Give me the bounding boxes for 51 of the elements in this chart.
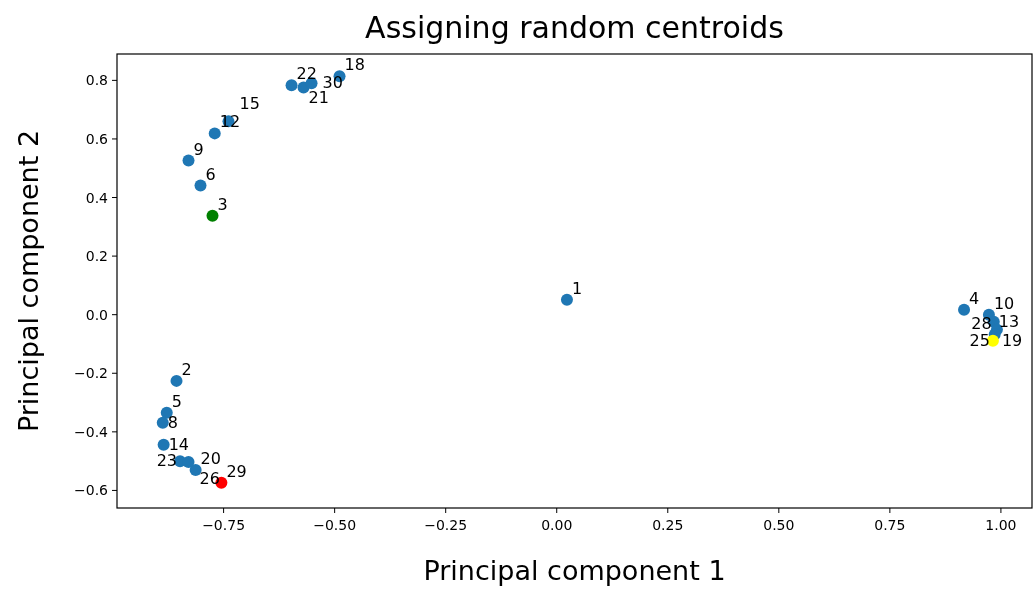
- x-tick-label: −0.25: [424, 517, 468, 533]
- x-tick-label: 1.00: [985, 517, 1017, 533]
- point: [285, 79, 298, 92]
- point: [156, 416, 169, 429]
- x-tick-label: 0.50: [763, 517, 795, 533]
- annotation: 28: [971, 313, 992, 333]
- annotation: 29: [226, 461, 247, 481]
- annotation: 5: [171, 391, 182, 411]
- point: [560, 293, 573, 306]
- y-axis-title: Principal component 2: [13, 129, 44, 433]
- y-tick-label: 0.8: [85, 72, 108, 89]
- annotation: 4: [969, 288, 980, 308]
- point: [208, 127, 221, 140]
- point: [958, 303, 971, 316]
- annotation: 22: [296, 64, 317, 84]
- annotation: 10: [993, 293, 1015, 313]
- point: [189, 463, 202, 476]
- annotation: 13: [998, 311, 1020, 331]
- annotation: 21: [308, 88, 329, 108]
- annotation: 19: [1001, 330, 1023, 350]
- annotation: 14: [168, 434, 189, 454]
- y-tick-label: −0.2: [74, 365, 108, 382]
- point: [157, 438, 170, 451]
- x-tick-label: 0.25: [652, 517, 684, 533]
- point: [206, 209, 219, 222]
- annotation: 3: [217, 194, 228, 214]
- y-tick-label: −0.6: [74, 482, 109, 499]
- annotation: 2: [181, 359, 192, 379]
- x-tick-label: −0.50: [313, 517, 357, 533]
- annotation: 20: [200, 448, 221, 468]
- annotation: 6: [205, 164, 216, 184]
- x-tick-label: 0.00: [541, 517, 573, 533]
- annotation: 18: [344, 55, 365, 75]
- x-tick-label: −0.75: [202, 517, 246, 533]
- point: [170, 374, 183, 387]
- y-tick-label: 0.0: [85, 306, 108, 323]
- point: [182, 154, 195, 167]
- x-tick-label: 0.75: [874, 517, 906, 533]
- annotation: 9: [193, 139, 204, 159]
- chart-title: Assigning random centroids: [365, 10, 784, 45]
- annotation: 15: [239, 94, 260, 114]
- y-tick-label: 0.4: [85, 189, 109, 206]
- y-tick-label: 0.6: [85, 130, 109, 147]
- y-tick-label: 0.2: [85, 248, 108, 265]
- y-tick-label: −0.4: [74, 423, 109, 440]
- annotation: 26: [199, 469, 220, 489]
- annotation: 23: [156, 451, 178, 471]
- annotation: 1: [571, 278, 583, 298]
- point: [194, 179, 207, 192]
- annotation: 8: [167, 412, 178, 432]
- x-axis-title: Principal component 1: [423, 555, 726, 586]
